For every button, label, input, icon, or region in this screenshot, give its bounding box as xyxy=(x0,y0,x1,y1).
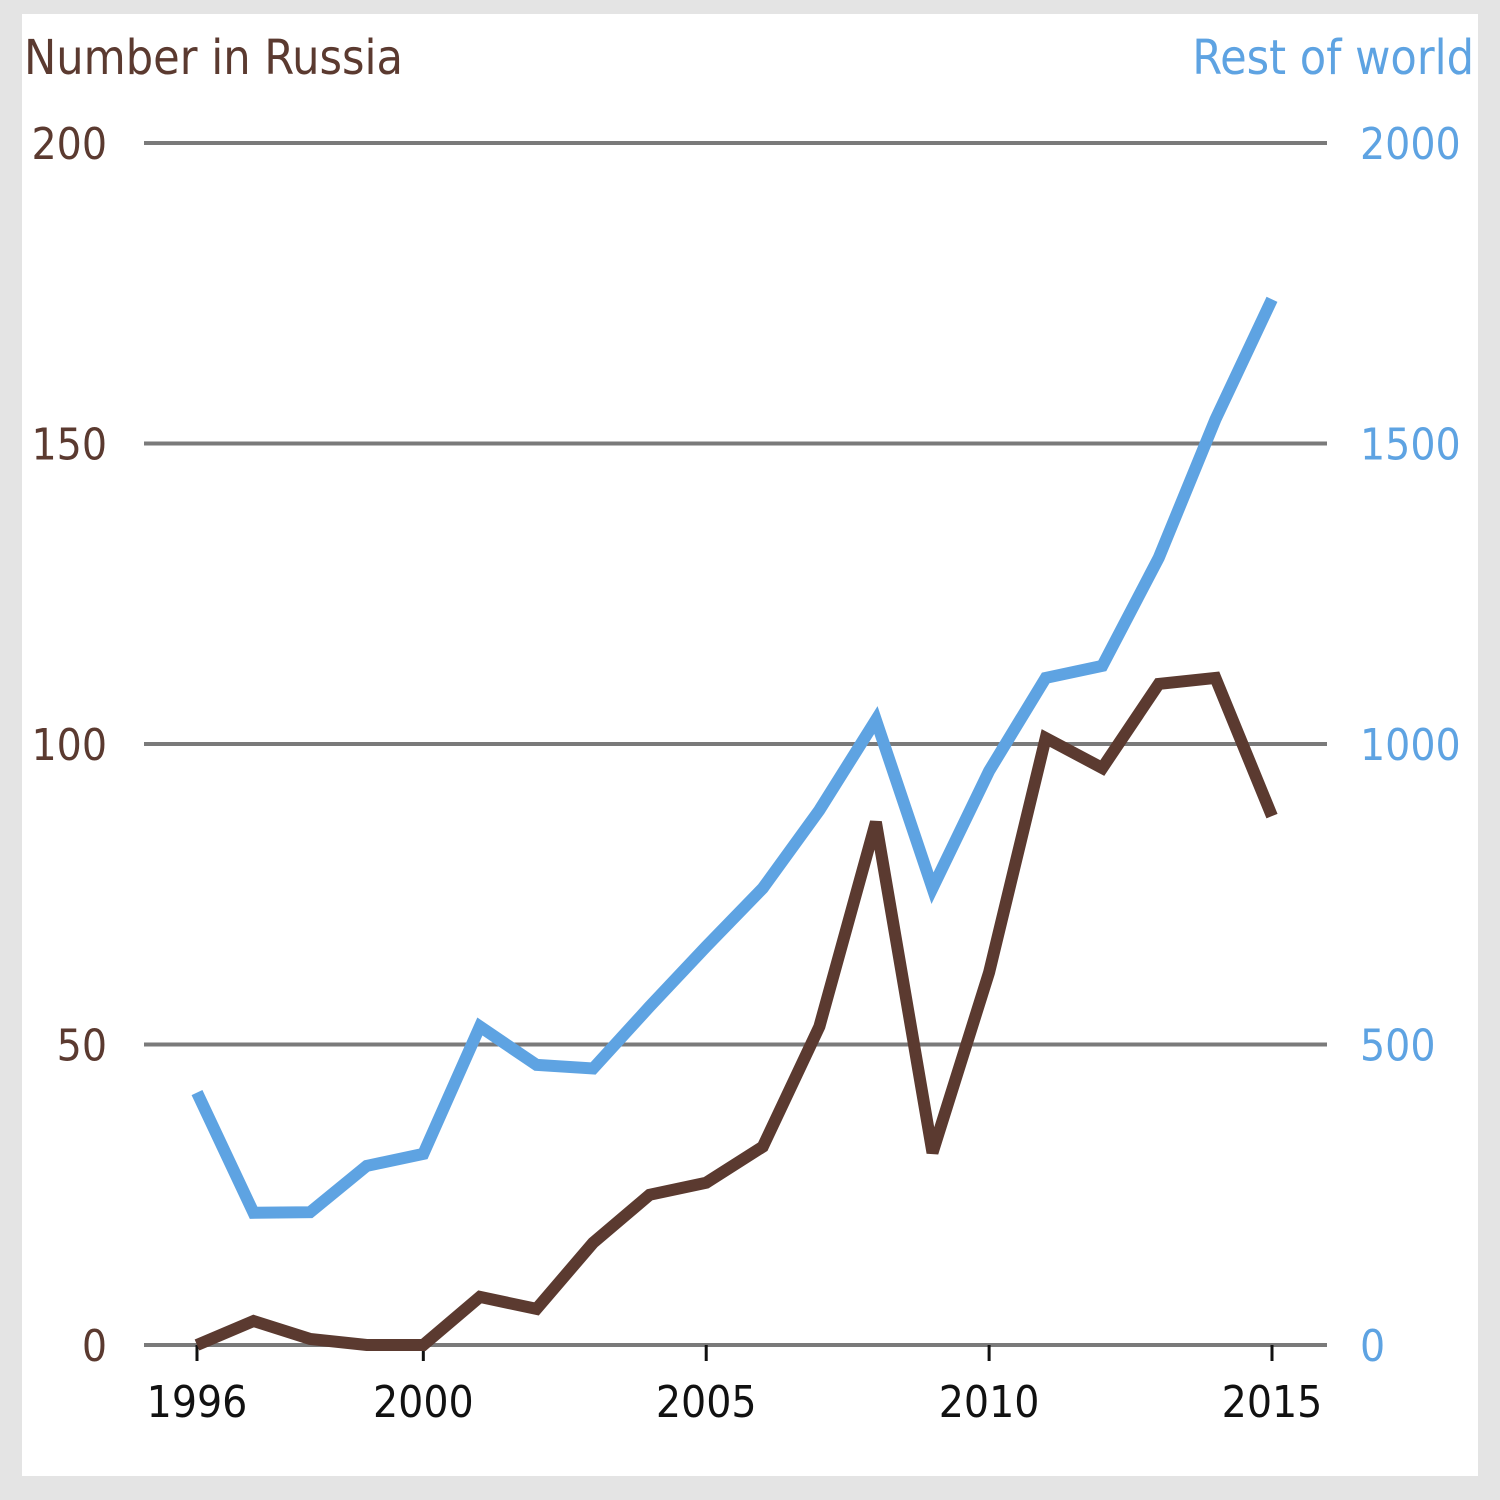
x-tick-label: 2000 xyxy=(373,1377,474,1428)
right-tick-label: 0 xyxy=(1360,1321,1385,1372)
chart-frame: Number in Russia Rest of world 0 50 100 150… xyxy=(22,14,1478,1476)
left-tick-label: 0 xyxy=(82,1321,107,1372)
left-axis-ticks: 0 50 100 150 200 xyxy=(31,119,107,1372)
left-axis-title: Number in Russia xyxy=(24,30,403,86)
x-tick-label: 1996 xyxy=(147,1377,248,1428)
right-axis-ticks: 0 500 1000 1500 2000 xyxy=(1360,119,1461,1372)
right-axis-title: Rest of world xyxy=(1192,30,1474,86)
x-tick-label: 2010 xyxy=(939,1377,1040,1428)
right-tick-label: 500 xyxy=(1360,1021,1436,1072)
right-tick-label: 2000 xyxy=(1360,119,1461,170)
left-tick-label: 150 xyxy=(31,420,107,471)
right-tick-label: 1000 xyxy=(1360,720,1461,771)
gridlines xyxy=(144,141,1327,1347)
x-tick-label: 2005 xyxy=(656,1377,757,1428)
x-tick-label: 2015 xyxy=(1222,1377,1323,1428)
right-tick-label: 1500 xyxy=(1360,420,1461,471)
x-axis: 1996 2000 2005 2010 2015 xyxy=(147,1345,1323,1428)
rest-of-world-line xyxy=(191,296,1278,1219)
left-tick-label: 50 xyxy=(57,1021,107,1072)
left-tick-label: 200 xyxy=(31,119,107,170)
line-chart: Number in Russia Rest of world 0 50 100 150… xyxy=(24,30,1474,1428)
series-lines xyxy=(191,296,1278,1351)
russia-line xyxy=(194,671,1278,1351)
left-tick-label: 100 xyxy=(31,720,107,771)
